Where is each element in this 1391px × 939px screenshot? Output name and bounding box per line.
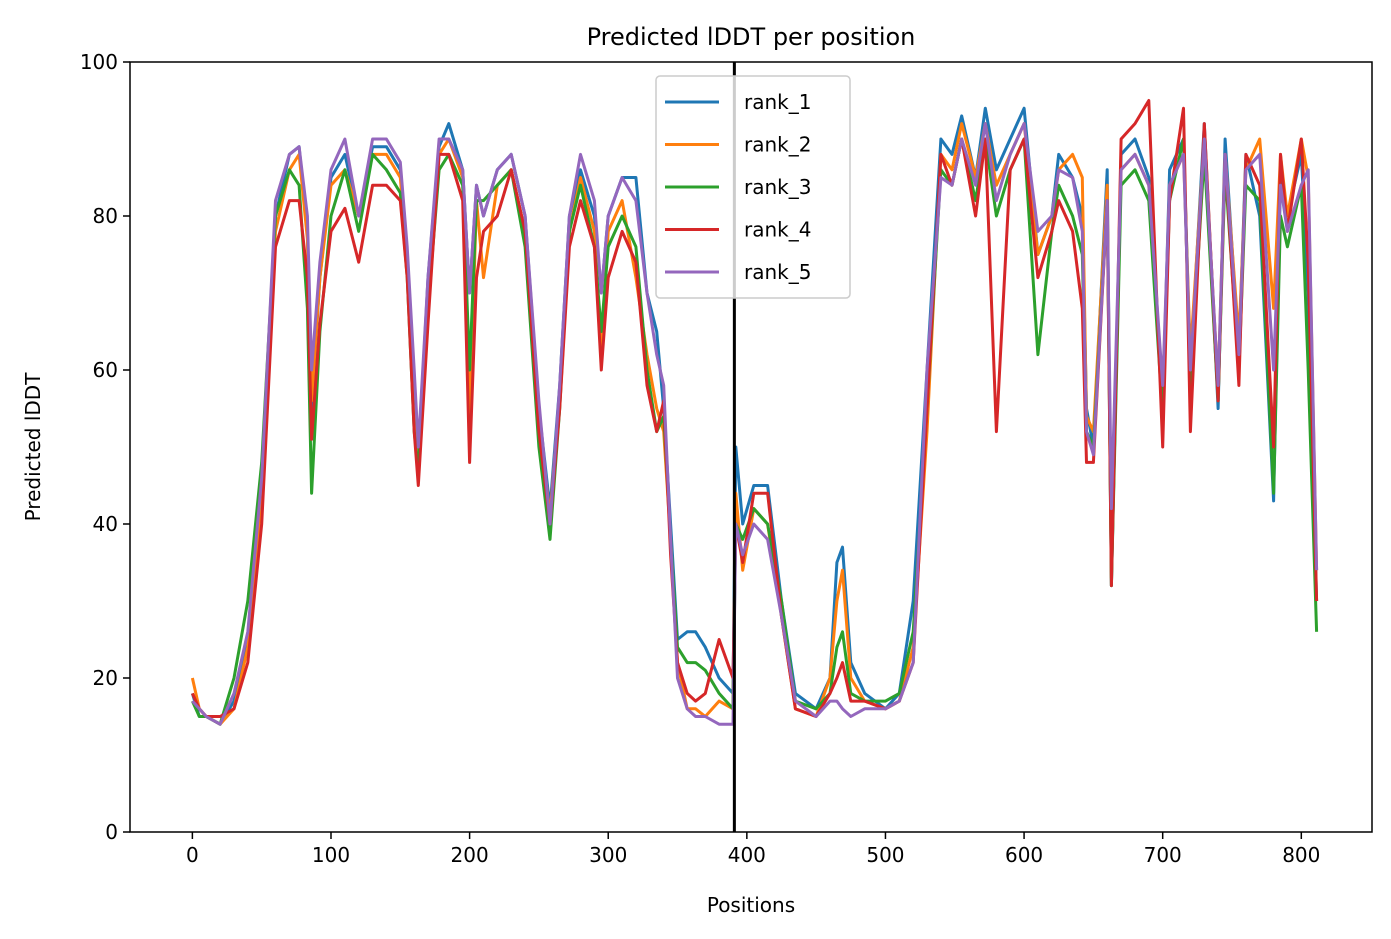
legend-label-rank_2: rank_2	[744, 133, 811, 157]
y-tick-label: 80	[93, 204, 118, 228]
x-tick-label: 300	[589, 843, 627, 867]
chart-title: Predicted lDDT per position	[587, 23, 916, 51]
axes-frame	[129, 61, 1373, 833]
x-axis-ticks: 0 100 200 300 400 500 600 700 800	[186, 832, 1320, 867]
x-axis-label: Positions	[707, 893, 795, 917]
y-axis-label: Predicted lDDT	[21, 372, 45, 522]
y-tick-label: 20	[93, 666, 118, 690]
y-axis-ticks: 0 20 40 60 80 100	[80, 50, 130, 844]
y-tick-label: 40	[93, 512, 118, 536]
legend-label-rank_1: rank_1	[744, 90, 811, 114]
x-tick-label: 400	[728, 843, 766, 867]
x-tick-label: 0	[186, 843, 199, 867]
x-tick-label: 800	[1282, 843, 1320, 867]
x-tick-label: 700	[1144, 843, 1182, 867]
legend: rank_1 rank_2 rank_3 rank_4 rank_5	[655, 75, 851, 299]
legend-box	[655, 75, 851, 299]
x-tick-label: 100	[312, 843, 350, 867]
y-tick-label: 0	[105, 820, 118, 844]
legend-label-rank_4: rank_4	[744, 218, 811, 242]
y-tick-label: 60	[93, 358, 118, 382]
x-tick-label: 600	[1005, 843, 1043, 867]
y-tick-label: 100	[80, 50, 118, 74]
x-tick-label: 500	[866, 843, 904, 867]
legend-label-rank_3: rank_3	[744, 175, 811, 199]
x-tick-label: 200	[451, 843, 489, 867]
legend-label-rank_5: rank_5	[744, 260, 811, 284]
